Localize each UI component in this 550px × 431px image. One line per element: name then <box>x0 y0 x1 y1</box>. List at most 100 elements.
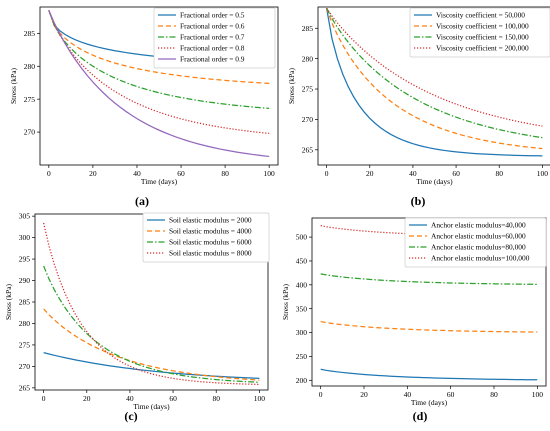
legend-box <box>153 7 276 69</box>
y-axis-label: Stress (kPa) <box>9 67 18 104</box>
x-tick-label: 80 <box>495 169 503 178</box>
legend-entry: Anchor elastic modulus=60,000 <box>431 232 526 241</box>
y-tick-label: 270 <box>24 128 36 137</box>
y-axis-label: Stress (kPa) <box>4 283 13 320</box>
x-axis-label: Time (days) <box>411 398 448 407</box>
legend-entry: Viscosity coefficient = 150,000 <box>436 33 529 42</box>
x-tick-label: 60 <box>177 169 185 178</box>
panel-a: 0 20 40 60 80 100 270 275 280 285 Time (days) Stres… <box>9 6 279 208</box>
series-line <box>320 320 538 333</box>
x-tick-label: 60 <box>447 390 455 399</box>
axes-frame <box>39 6 279 166</box>
y-tick-label: 350 <box>296 304 308 313</box>
y-tick-label: 450 <box>296 257 308 266</box>
panel-label: (a) <box>135 194 149 208</box>
x-tick-label: 60 <box>452 169 460 178</box>
x-tick-label: 100 <box>264 169 276 178</box>
legend-box <box>404 217 547 268</box>
series-line <box>320 368 538 381</box>
x-tick-label: 0 <box>42 394 46 403</box>
legend-entry: Fractional order = 0.6 <box>180 22 245 31</box>
x-axis-label: Time (days) <box>416 177 453 186</box>
y-tick-label: 305 <box>19 212 31 221</box>
y-tick-label: 300 <box>19 233 31 242</box>
series-line <box>48 10 270 158</box>
axes-frame <box>317 6 550 166</box>
panel-b: 0 20 40 60 80 100 265 270 275 280 285 Time (days) St… <box>287 6 550 208</box>
legend-entry: Soil elastic modulus = 2000 <box>169 216 252 225</box>
series-line <box>43 352 260 380</box>
series-line <box>48 10 270 135</box>
x-tick-label: 20 <box>366 169 374 178</box>
x-tick-label: 20 <box>83 394 91 403</box>
legend-entry: Anchor elastic modulus=100,000 <box>431 254 530 263</box>
y-tick-label: 280 <box>19 319 31 328</box>
x-tick-label: 100 <box>532 390 544 399</box>
y-tick-label: 285 <box>302 24 314 33</box>
legend-entry: Fractional order = 0.5 <box>180 11 245 20</box>
legend-entry: Viscosity coefficient = 100,000 <box>436 22 529 31</box>
series-line <box>326 7 543 139</box>
legend-entry: Soil elastic modulus = 4000 <box>169 227 252 236</box>
series-line <box>326 8 543 150</box>
x-tick-label: 0 <box>325 169 329 178</box>
x-tick-label: 40 <box>133 169 141 178</box>
y-tick-label: 290 <box>19 276 31 285</box>
y-tick-label: 250 <box>296 352 308 361</box>
series-line <box>43 222 260 386</box>
legend-entry: Fractional order = 0.9 <box>180 55 245 64</box>
y-tick-label: 265 <box>19 383 31 392</box>
series-line <box>326 8 543 157</box>
panel-label: (d) <box>413 409 428 423</box>
panel-label: (c) <box>124 409 137 423</box>
y-axis-label: Stress (kPa) <box>287 67 296 104</box>
legend-entry: Fractional order = 0.7 <box>180 33 245 42</box>
series-line <box>48 10 270 110</box>
panel-label: (b) <box>411 194 426 208</box>
series-line <box>320 273 538 285</box>
x-tick-label: 60 <box>169 394 177 403</box>
y-tick-label: 285 <box>19 298 31 307</box>
legend-entry: Viscosity coefficient = 200,000 <box>436 44 529 53</box>
x-axis-label: Time (days) <box>141 177 178 186</box>
series-line <box>43 265 260 383</box>
x-tick-label: 80 <box>221 169 229 178</box>
y-tick-label: 275 <box>302 85 314 94</box>
x-tick-label: 40 <box>126 394 134 403</box>
y-tick-label: 295 <box>19 255 31 264</box>
legend-entry: Soil elastic modulus = 8000 <box>169 249 252 258</box>
x-tick-label: 0 <box>319 390 323 399</box>
x-tick-label: 0 <box>47 169 51 178</box>
legend-entry: Viscosity coefficient = 50,000 <box>436 11 525 20</box>
y-axis-label: Stress (kPa) <box>281 283 290 320</box>
y-tick-label: 280 <box>302 54 314 63</box>
y-tick-label: 500 <box>296 233 308 242</box>
y-tick-label: 300 <box>296 328 308 337</box>
legend-box <box>142 212 270 263</box>
x-tick-label: 40 <box>404 390 412 399</box>
x-tick-label: 100 <box>254 394 266 403</box>
legend-entry: Anchor elastic modulus=80,000 <box>431 243 526 252</box>
y-tick-label: 285 <box>24 29 36 38</box>
x-tick-label: 80 <box>490 390 498 399</box>
legend-entry: Fractional order = 0.8 <box>180 44 245 53</box>
y-tick-label: 200 <box>296 376 308 385</box>
y-tick-label: 275 <box>24 95 36 104</box>
y-tick-label: 280 <box>24 62 36 71</box>
y-tick-label: 275 <box>19 341 31 350</box>
y-tick-label: 270 <box>19 362 31 371</box>
legend-entry: Anchor elastic modulus=40,000 <box>431 221 526 230</box>
series-line <box>48 10 270 84</box>
x-tick-label: 20 <box>360 390 368 399</box>
x-tick-label: 100 <box>537 169 549 178</box>
x-tick-label: 40 <box>409 169 417 178</box>
y-tick-label: 270 <box>302 115 314 124</box>
panel-d: 0 20 40 60 80 100 200 250 300 350 400 450 500 Time (d… <box>281 217 547 423</box>
y-tick-label: 400 <box>296 280 308 289</box>
series-line <box>43 308 260 381</box>
x-axis-label: Time (days) <box>133 402 170 411</box>
x-tick-label: 80 <box>212 394 220 403</box>
series-line <box>326 7 543 127</box>
y-tick-label: 265 <box>302 145 314 154</box>
